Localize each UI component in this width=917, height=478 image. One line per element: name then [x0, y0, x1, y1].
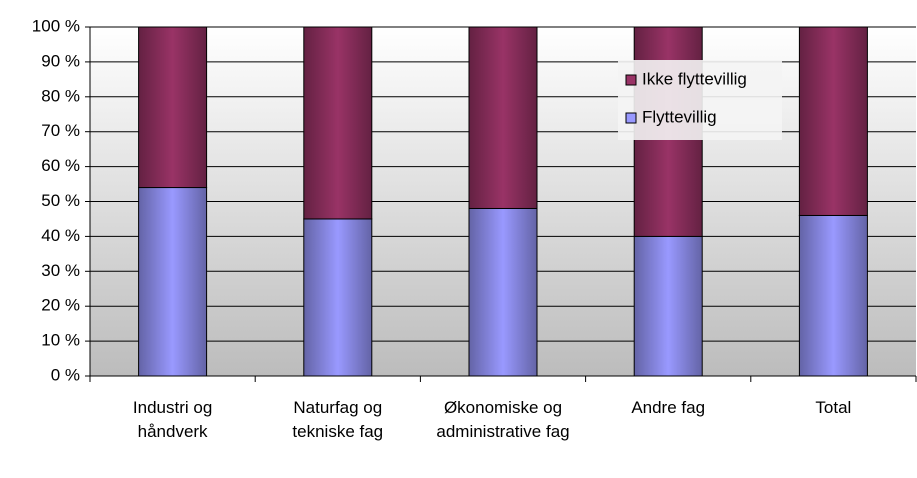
- legend: Ikke flyttevillig Flyttevillig: [618, 60, 782, 140]
- legend-marker: [625, 74, 637, 86]
- bar-shade: [138, 187, 207, 376]
- bar-shade: [799, 27, 868, 216]
- y-tick-label: 20 %: [41, 296, 80, 315]
- bar-shade: [469, 27, 537, 209]
- y-tick-label: 30 %: [41, 261, 80, 280]
- legend-label: Ikke flyttevillig: [642, 69, 747, 88]
- bar-shade: [799, 215, 868, 376]
- y-tick-label: 0 %: [51, 365, 80, 384]
- x-tick-label: Total: [815, 398, 852, 417]
- bar-shade: [469, 208, 537, 376]
- x-tick-label: Økonomiske og administrative fag: [436, 398, 570, 441]
- y-tick-label: 60 %: [41, 156, 80, 175]
- y-tick-label: 70 %: [41, 121, 80, 140]
- bar-shade: [303, 218, 372, 376]
- legend-box: [618, 60, 782, 140]
- bar-shade: [634, 236, 703, 376]
- y-tick-label: 40 %: [41, 226, 80, 245]
- y-tick-label: 100 %: [32, 16, 80, 35]
- x-tick-label: Naturfag og tekniske fag: [292, 398, 384, 441]
- bar-shade: [303, 27, 372, 219]
- y-tick-label: 10 %: [41, 331, 80, 350]
- y-tick-label: 90 %: [41, 51, 80, 70]
- x-tick-label: Industri og håndverk: [132, 398, 213, 441]
- x-tick-label: Andre fag: [631, 398, 706, 417]
- legend-label: Flyttevillig: [642, 107, 717, 126]
- y-tick-label: 80 %: [41, 86, 80, 105]
- legend-marker: [625, 112, 637, 124]
- bar-shade: [138, 27, 207, 188]
- y-tick-label: 50 %: [41, 191, 80, 210]
